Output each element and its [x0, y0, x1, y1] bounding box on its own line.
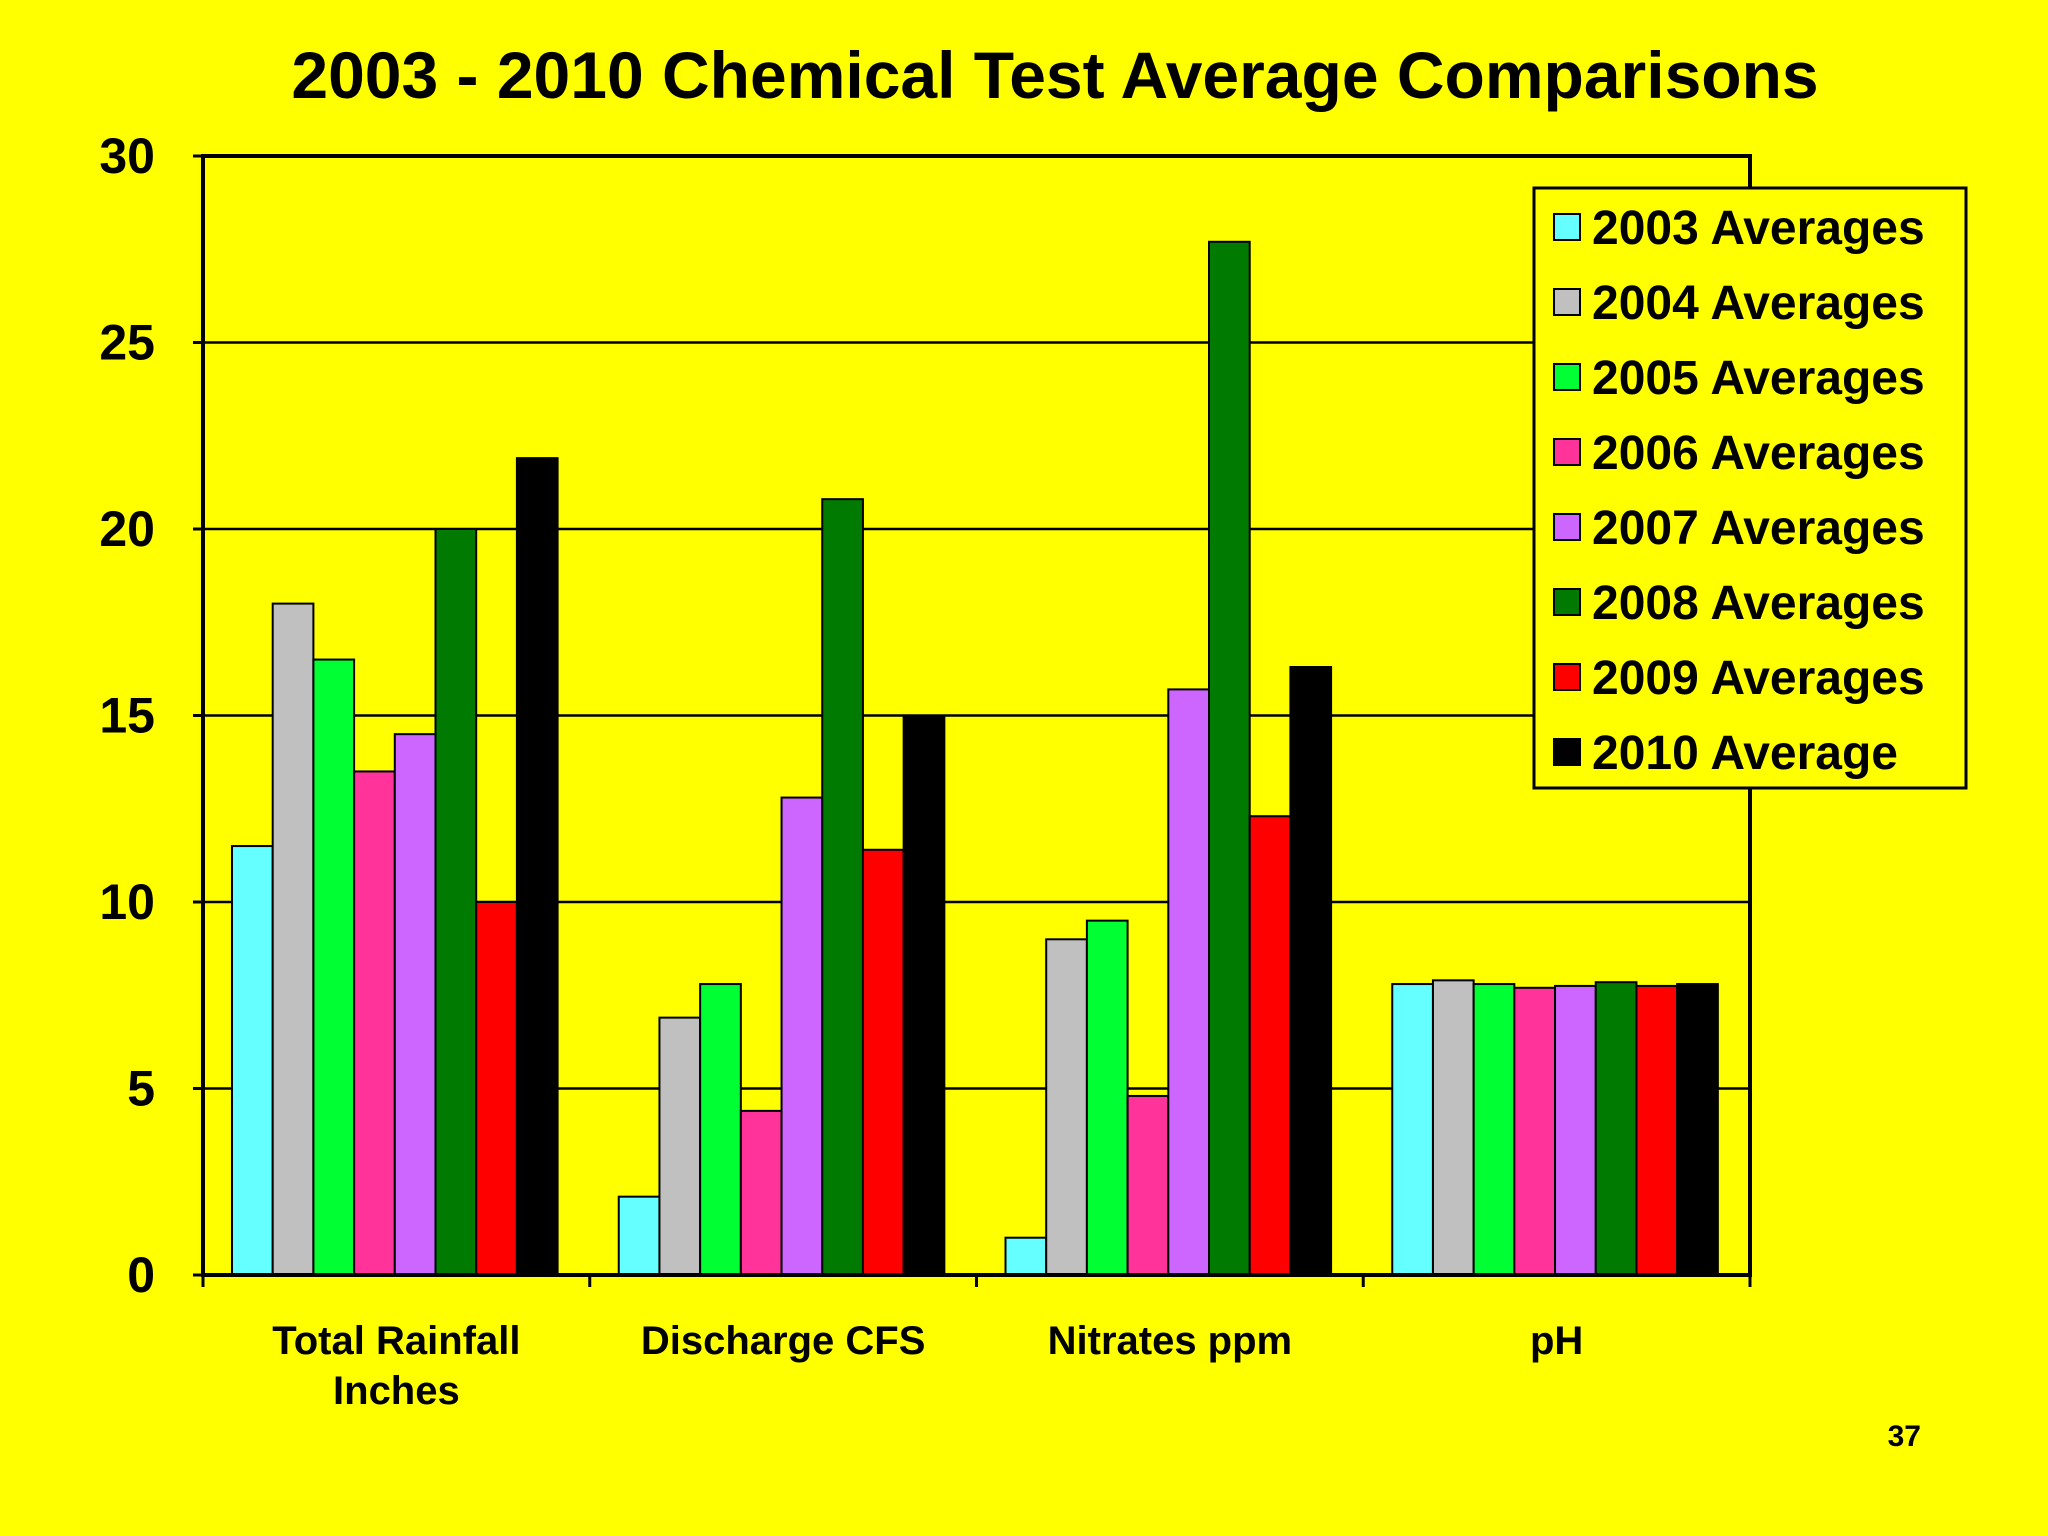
legend-swatch	[1553, 588, 1581, 616]
y-tick-label: 5	[127, 1061, 155, 1117]
legend-swatch	[1553, 363, 1581, 391]
bar	[861, 848, 905, 1277]
legend-swatch	[1553, 513, 1581, 541]
bar	[1431, 979, 1475, 1277]
bar	[271, 602, 315, 1276]
y-tick-label: 10	[99, 874, 155, 930]
bar	[1208, 240, 1251, 1276]
y-tick-label: 25	[99, 315, 155, 371]
x-tick-label: Total Rainfall Inches	[272, 1319, 520, 1413]
legend-box	[1532, 186, 1968, 790]
bar	[780, 796, 824, 1276]
legend-swatch	[1553, 288, 1581, 316]
bar	[739, 1109, 783, 1276]
bar	[1004, 1236, 1048, 1276]
bar	[1635, 984, 1679, 1276]
legend-swatch	[1553, 438, 1581, 466]
legend-label: 2010 Average	[1592, 727, 1898, 780]
legend-swatch	[1553, 213, 1581, 241]
legend-label: 2009 Averages	[1592, 652, 1925, 705]
bar	[1248, 815, 1292, 1277]
bar	[1126, 1094, 1170, 1276]
bar	[1085, 919, 1129, 1277]
x-tick-label: Discharge CFS	[641, 1319, 926, 1363]
bar	[1513, 986, 1557, 1276]
bar	[1289, 666, 1333, 1276]
bar	[1594, 981, 1638, 1276]
legend-swatch	[1553, 663, 1581, 691]
legend-label: 2008 Averages	[1592, 577, 1925, 630]
bar	[1472, 983, 1516, 1276]
bar	[353, 770, 396, 1276]
bar	[475, 901, 518, 1276]
bar	[312, 658, 356, 1276]
bar	[515, 457, 559, 1276]
legend-label: 2007 Averages	[1592, 502, 1925, 555]
legend-label: 2005 Averages	[1592, 352, 1925, 405]
bar	[1167, 688, 1211, 1276]
y-tick-label: 0	[127, 1247, 155, 1303]
y-tick-label: 20	[99, 501, 155, 557]
plot-area: 0 5 10 15 20 25 30 Total Rainfall Inches Discharg…	[99, 128, 1752, 1413]
legend: 2003 Averages 2004 Averages 2005 Averages 2…	[1532, 186, 1968, 790]
legend-label: 2004 Averages	[1592, 277, 1925, 330]
bar	[1045, 938, 1088, 1276]
y-tick-label: 15	[99, 688, 155, 744]
legend-label: 2006 Averages	[1592, 427, 1925, 480]
bar	[393, 733, 437, 1276]
chart-title: 2003 - 2010 Chemical Test Average Compar…	[291, 38, 1818, 112]
x-tick-label: Nitrates ppm	[1048, 1319, 1293, 1363]
page-number: 37	[1888, 1420, 1921, 1453]
bar	[434, 528, 478, 1276]
bar	[1676, 983, 1719, 1276]
bar	[1391, 983, 1434, 1276]
bar	[231, 845, 274, 1276]
legend-label: 2003 Averages	[1592, 202, 1925, 255]
bar	[699, 983, 742, 1276]
bar	[658, 1016, 702, 1276]
bar	[821, 498, 864, 1277]
legend-swatch	[1553, 738, 1581, 766]
bar	[1554, 984, 1597, 1276]
bar	[617, 1195, 661, 1277]
bar	[902, 714, 946, 1276]
y-tick-label: 30	[99, 128, 155, 184]
x-tick-label: pH	[1530, 1319, 1583, 1363]
